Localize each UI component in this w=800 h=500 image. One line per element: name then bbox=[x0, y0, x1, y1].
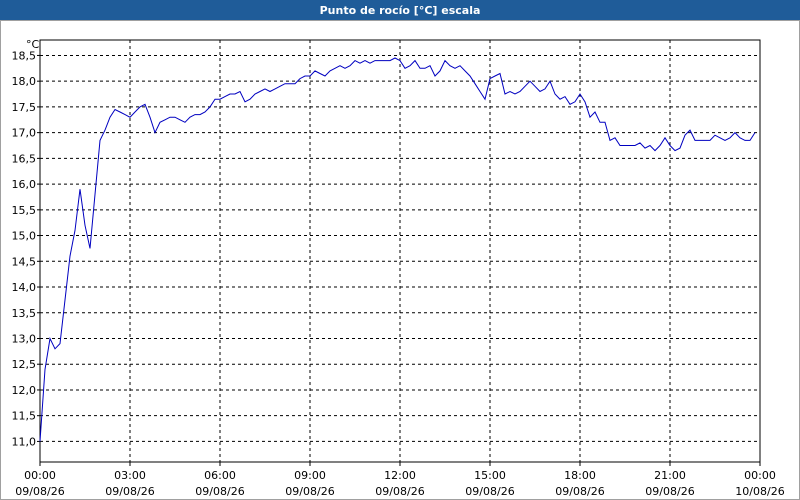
x-tick-label: 00:00 bbox=[24, 469, 56, 482]
y-tick-label: 16,0 bbox=[12, 178, 37, 191]
y-tick-label: 18,0 bbox=[12, 75, 37, 88]
x-tick-label: 03:00 bbox=[114, 469, 146, 482]
plot-border bbox=[39, 39, 761, 463]
x-tick-label: 06:00 bbox=[204, 469, 236, 482]
x-tick-label: 12:00 bbox=[384, 469, 416, 482]
y-tick-label: 14,5 bbox=[12, 255, 37, 268]
x-tick-date: 09/08/26 bbox=[645, 485, 694, 498]
x-tick-date: 10/08/26 bbox=[735, 485, 784, 498]
title-bar bbox=[0, 0, 800, 20]
y-tick-label: 15,0 bbox=[12, 230, 37, 243]
y-tick-label: 18,5 bbox=[12, 49, 37, 62]
y-tick-label: 17,5 bbox=[12, 101, 37, 114]
y-tick-label: 12,5 bbox=[12, 358, 37, 371]
x-tick-label: 09:00 bbox=[294, 469, 326, 482]
y-tick-label: 15,5 bbox=[12, 204, 37, 217]
frame bbox=[0, 20, 800, 500]
x-tick-label: 21:00 bbox=[654, 469, 686, 482]
y-tick-label: 13,5 bbox=[12, 307, 37, 320]
data-line bbox=[39, 57, 756, 442]
x-tick-date: 09/08/26 bbox=[105, 485, 154, 498]
y-tick-label: 11,5 bbox=[12, 410, 37, 423]
y-tick-label: 11,0 bbox=[12, 435, 37, 448]
x-tick-date: 09/08/26 bbox=[465, 485, 514, 498]
y-tick-label: 17,0 bbox=[12, 127, 37, 140]
x-tick-label: 18:00 bbox=[564, 469, 596, 482]
y-unit: °C bbox=[26, 38, 40, 51]
y-tick-label: 16,5 bbox=[12, 152, 37, 165]
x-tick-label: 15:00 bbox=[474, 469, 506, 482]
x-tick-date: 09/08/26 bbox=[195, 485, 244, 498]
x-tick-date: 09/08/26 bbox=[15, 485, 64, 498]
y-tick-label: 12,0 bbox=[12, 384, 37, 397]
x-tick-date: 09/08/26 bbox=[375, 485, 424, 498]
x-tick-label: 00:00 bbox=[744, 469, 776, 482]
x-tick-date: 09/08/26 bbox=[285, 485, 334, 498]
y-tick-label: 13,0 bbox=[12, 332, 37, 345]
x-tick-date: 09/08/26 bbox=[555, 485, 604, 498]
chart-title: Punto de rocío [°C] escala bbox=[320, 4, 481, 17]
y-tick-label: 14,0 bbox=[12, 281, 37, 294]
